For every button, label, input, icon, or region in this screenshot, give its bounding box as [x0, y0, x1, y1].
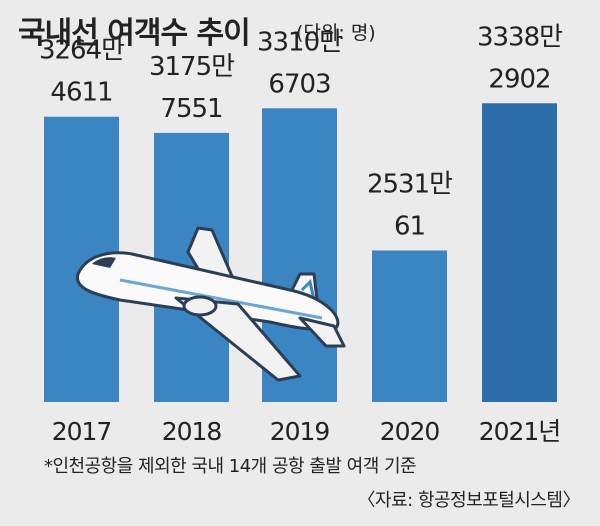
value-label: 3310만: [257, 27, 342, 57]
value-label: 6703: [268, 69, 330, 99]
value-label: 3175만: [149, 52, 234, 82]
value-label: 7551: [160, 94, 222, 124]
category-label: 2019: [270, 417, 330, 446]
bars-group: 3264만 4611 2017 3175만 7551 2018 3310만 6703 2019 2…: [39, 22, 563, 446]
category-label: 2018: [162, 417, 222, 446]
airplane-icon: [76, 226, 346, 382]
value-label: 61: [394, 211, 425, 241]
value-label: 4611: [50, 78, 112, 108]
footnote: *인천공항을 제외한 국내 14개 공항 출발 여객 기준: [44, 456, 417, 477]
category-label: 2017: [52, 417, 112, 446]
value-label: 3264만: [39, 36, 124, 66]
chart-title: 국내선 여객수 추이: [18, 16, 251, 51]
bar-2020: [372, 250, 447, 402]
source-note: 〈자료: 항공정보포털시스템〉: [357, 490, 581, 511]
category-label: 2021년: [479, 417, 561, 446]
value-label: 2531만: [367, 169, 452, 199]
value-label: 3338만: [477, 22, 562, 52]
value-label: 2902: [488, 64, 550, 94]
category-label: 2020: [380, 417, 440, 446]
unit-label: (단위: 명): [296, 22, 376, 44]
bar-2021년: [482, 103, 557, 402]
